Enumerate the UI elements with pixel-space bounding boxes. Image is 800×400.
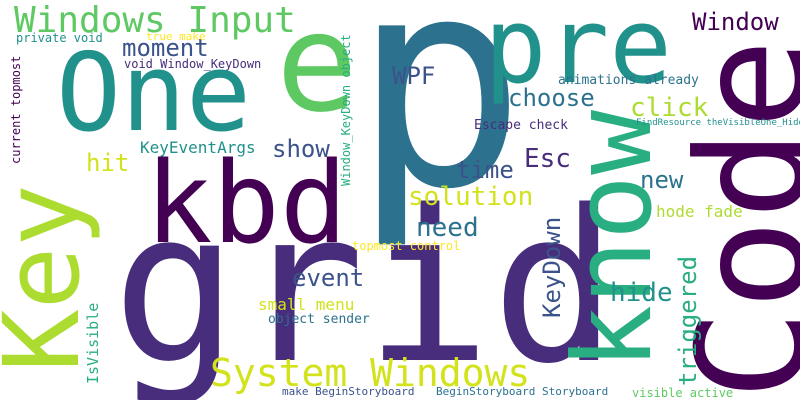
word-void-window-keydown: void Window_KeyDown [124,57,262,71]
word-wpf: WPF [392,62,436,90]
word-need: need [416,213,479,243]
word-current-topmost: current topmost [9,55,23,164]
word-moment: moment [122,34,209,62]
word-escape-check: Escape check [474,118,568,133]
word-choose: choose [508,84,595,112]
word-small-menu: small menu [258,295,355,314]
word-key: Key [0,184,103,372]
word-visible-active: visible active [632,386,734,400]
word-findresource-thevisibleone-hide: FindResource theVisibleOne_Hide [636,118,800,128]
word-hode-fade: hode fade [656,202,743,221]
word-time: time [456,156,514,184]
word-object-sender: object sender [268,312,370,327]
word-grid: grid [112,165,618,400]
word-event: event [292,264,365,292]
word-kbd: kbd [145,139,348,269]
word-private-void: private void [16,31,103,45]
word-make-beginstoryboard: make BeginStoryboard [282,385,415,398]
word-pre: pre [484,0,672,107]
word-window-keydown-object: Window_KeyDown object [339,34,353,186]
word-windows-input: Windows Input [14,0,296,41]
word-esc: Esc [524,144,571,174]
word-keyeventargs: KeyEventArgs [140,138,256,157]
word-click: click [630,93,709,123]
word-system-windows: System Windows [210,351,531,395]
word-show: show [272,135,330,163]
word-beginstoryboard-storyboard: BeginStoryboard Storyboard [436,385,609,398]
word-true-make: true make [146,30,206,43]
word-new: new [640,166,684,194]
word-p: p [352,0,527,253]
word-e: e [276,0,358,143]
word-solution: solution [408,182,534,212]
word-window: Window [692,8,779,36]
word-one: One [56,31,252,156]
word-topmost-control: topmost control [352,239,461,253]
word-triggered: triggered [674,255,702,386]
word-animations-already: animations already [558,73,699,88]
word-keydown: KeyDown [538,216,566,318]
word-know: know [551,109,676,370]
word-isvisible: IsVisible [84,302,102,384]
word-hit: hit [86,149,130,177]
word-hide: hide [610,278,673,308]
